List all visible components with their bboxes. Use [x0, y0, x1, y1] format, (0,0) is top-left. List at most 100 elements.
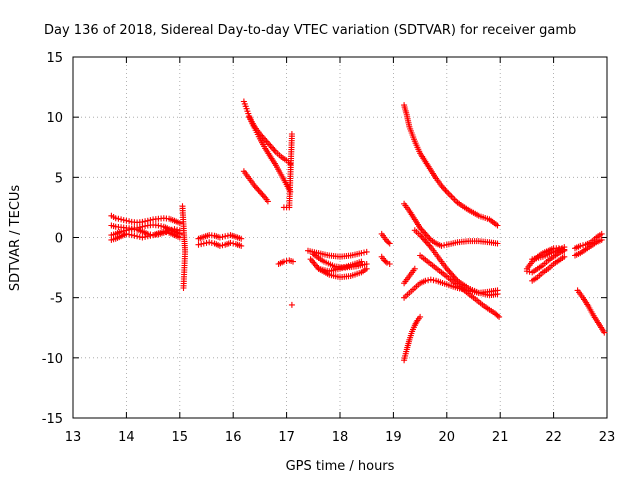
data-point-arc-a1-7	[126, 218, 133, 225]
data-point-arc-b2-1	[198, 241, 205, 248]
series-arc-d1	[275, 257, 296, 267]
data-point-arc-f2-5	[386, 261, 393, 267]
y-tick-label-2: -5	[50, 292, 63, 307]
y-tick-label-0: -15	[42, 412, 63, 427]
data-point-arc-a2-18	[155, 222, 162, 229]
series-arc-e4	[315, 258, 365, 275]
x-tick-label-10: 23	[599, 430, 616, 445]
series-arc-h3	[529, 253, 568, 284]
data-point-arc-g4-12	[422, 277, 429, 284]
data-point-arc-i1-14	[598, 230, 605, 237]
data-point-arc-g3-4	[418, 233, 425, 240]
x-tick-label-1: 14	[118, 430, 135, 445]
series-arc-g1	[401, 102, 501, 229]
data-point-arc-g2-17	[421, 229, 428, 236]
series-arc-a4	[108, 228, 183, 243]
data-point-arc-a1-2	[112, 215, 119, 222]
data-point-arc-e4-20	[358, 258, 365, 265]
data-point-isolated-17-36	[288, 301, 295, 308]
data-point-arc-a4-24	[160, 228, 167, 235]
x-tick-label-7: 20	[439, 430, 456, 445]
tick-labels: 13 14 15 16 17 18 19 20 21 22 23 -15 -10 -5 0 5 10 15	[42, 51, 616, 445]
series-isolated-17	[280, 131, 295, 308]
series-arc-c1	[240, 98, 294, 168]
x-tick-label-5: 18	[332, 430, 349, 445]
series-arc-h4	[529, 244, 568, 263]
data-points	[108, 98, 608, 364]
x-tick-label-8: 21	[492, 430, 509, 445]
series-arc-b2	[195, 239, 245, 249]
data-point-arc-a1-28	[176, 220, 183, 227]
data-point-arc-g4-13	[425, 277, 432, 284]
data-point-arc-e1-26	[361, 249, 367, 256]
y-tick-label-6: 15	[46, 51, 63, 66]
data-point-arc-g2-20	[425, 233, 432, 240]
data-point-arc-g4-14	[427, 276, 434, 283]
x-tick-label-4: 17	[278, 430, 295, 445]
data-point-arc-h2-1	[526, 268, 533, 275]
series-arc-f1	[378, 230, 393, 247]
data-point-arc-g1-47	[443, 188, 450, 195]
data-point-arc-g2-54	[494, 240, 501, 247]
data-point-arc-a2-19	[158, 223, 165, 230]
axis-ticks	[72, 56, 608, 419]
data-point-arc-c3-18	[264, 198, 271, 205]
data-point-arc-f2-3	[382, 258, 389, 265]
grid-lines	[73, 57, 607, 418]
data-point-arc-g1-76	[494, 222, 501, 229]
data-point-arc-a4-15	[142, 233, 149, 240]
x-tick-label-2: 15	[172, 430, 189, 445]
data-point-isolated-15-37	[180, 285, 187, 291]
chart-title: Day 136 of 2018, Sidereal Day-to-day VTE…	[44, 23, 576, 38]
data-point-arc-g7-44	[494, 312, 501, 319]
series-arc-b1	[195, 232, 245, 242]
data-point-arc-f2-4	[384, 259, 390, 266]
data-point-arc-g7-45	[496, 313, 503, 320]
data-point-arc-b2-19	[238, 242, 245, 249]
data-point-isolated-17-35	[288, 131, 295, 137]
data-point-arc-b1-13	[222, 233, 229, 240]
series-arc-a1	[108, 212, 183, 227]
data-point-arc-b1-12	[219, 233, 226, 240]
data-point-arc-g3-9	[425, 241, 432, 248]
data-point-arc-c1-27	[271, 147, 278, 154]
data-point-arc-d1-7	[290, 258, 296, 265]
data-point-arc-c3-12	[256, 188, 263, 195]
data-point-arc-h2-0	[523, 268, 530, 275]
data-point-arc-h3-18	[561, 253, 568, 260]
series-arc-i2	[572, 236, 605, 259]
data-point-arc-a4-16	[144, 233, 151, 240]
data-point-arc-g4-15	[430, 277, 437, 284]
data-point-arc-a2-13	[142, 223, 149, 230]
data-point-arc-b2-10	[219, 242, 226, 249]
data-point-arc-a3-29	[171, 226, 178, 233]
y-tick-label-1: -10	[42, 352, 63, 367]
data-point-arc-b2-14	[227, 239, 234, 246]
series-arc-f2	[378, 253, 393, 267]
data-point-arc-b2-4	[206, 239, 213, 246]
series-arc-g2	[401, 200, 501, 249]
x-tick-label-3: 16	[225, 430, 242, 445]
series-arc-g6	[401, 313, 424, 364]
data-point-arc-e1-25	[358, 250, 365, 257]
data-point-arc-e1-27	[363, 248, 370, 255]
data-point-arc-g2-28	[438, 242, 445, 249]
data-point-arc-d1-3	[280, 258, 287, 265]
y-axis-label: SDTVAR / TECUs	[8, 185, 23, 292]
data-point-arc-f1-5	[385, 239, 392, 246]
data-point-arc-i2-15	[598, 236, 605, 243]
data-point-arc-b2-3	[203, 239, 210, 246]
data-point-arc-c3-15	[260, 193, 267, 200]
data-point-arc-a4-10	[128, 232, 135, 239]
data-point-arc-a1-4	[118, 216, 125, 223]
data-point-arc-a1-15	[147, 217, 154, 224]
data-point-arc-a4-25	[163, 229, 170, 236]
data-point-arc-a4-13	[136, 233, 143, 240]
data-point-arc-a4-9	[126, 231, 133, 238]
y-tick-label-5: 10	[46, 111, 63, 126]
data-point-arc-b2-9	[216, 242, 223, 249]
y-tick-label-3: 0	[55, 232, 63, 247]
data-point-arc-a4-12	[134, 233, 141, 240]
data-point-arc-a1-5	[120, 217, 127, 224]
